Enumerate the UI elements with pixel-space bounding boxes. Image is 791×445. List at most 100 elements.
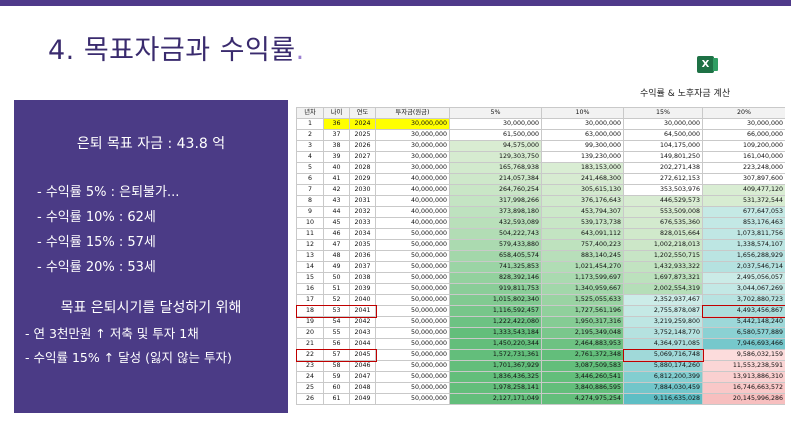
table-cell[interactable]: 305,615,130 [541, 184, 624, 196]
table-cell[interactable]: 40,000,000 [375, 195, 450, 207]
table-cell[interactable]: 7 [296, 184, 324, 196]
table-cell[interactable]: 50,000,000 [375, 239, 450, 251]
table-cell[interactable]: 373,898,180 [449, 206, 542, 218]
table-cell[interactable]: 30,000,000 [541, 118, 624, 130]
table-cell[interactable]: 37 [323, 129, 350, 141]
table-cell[interactable]: 13,913,886,310 [702, 371, 785, 383]
table-cell[interactable]: 2028 [349, 162, 376, 174]
table-cell[interactable]: 828,392,146 [449, 272, 542, 284]
table-cell[interactable]: 2043 [349, 327, 376, 339]
table-row[interactable]: 3 38 2026 30,000,000 94,575,000 99,300,000 104… [296, 140, 785, 152]
table-cell[interactable]: 30,000,000 [375, 118, 450, 130]
table-row[interactable]: 23 58 2046 50,000,000 1,701,367,929 3,087,509… [296, 360, 785, 372]
table-cell[interactable]: 50,000,000 [375, 327, 450, 339]
table-cell[interactable]: 1,572,731,361 [449, 349, 542, 361]
table-cell[interactable]: 40,000,000 [375, 206, 450, 218]
table-cell[interactable]: 1,173,599,697 [541, 272, 624, 284]
table-cell[interactable]: 21 [296, 338, 324, 350]
table-cell[interactable]: 2,495,056,057 [702, 272, 785, 284]
table-cell[interactable]: 504,222,743 [449, 228, 542, 240]
table-cell[interactable]: 53 [323, 305, 350, 317]
table-cell[interactable]: 36 [323, 118, 350, 130]
column-header[interactable]: 투자금(원금) [375, 107, 450, 119]
table-cell[interactable]: 61,500,000 [449, 129, 542, 141]
table-cell[interactable]: 49 [323, 261, 350, 273]
table-cell[interactable]: 5,069,716,748 [623, 349, 703, 361]
table-row[interactable]: 25 60 2048 50,000,000 1,978,258,141 3,840,886… [296, 382, 785, 394]
table-cell[interactable]: 40,000,000 [375, 217, 450, 229]
table-cell[interactable]: 579,433,880 [449, 239, 542, 251]
table-cell[interactable]: 1,202,550,715 [623, 250, 703, 262]
table-cell[interactable]: 20,145,996,286 [702, 393, 785, 405]
table-cell[interactable]: 57 [323, 349, 350, 361]
table-cell[interactable]: 853,176,463 [702, 217, 785, 229]
table-cell[interactable]: 50,000,000 [375, 338, 450, 350]
table-cell[interactable]: 1,021,454,270 [541, 261, 624, 273]
table-row[interactable]: 15 50 2038 50,000,000 828,392,146 1,173,599,6… [296, 272, 785, 284]
table-cell[interactable]: 2039 [349, 283, 376, 295]
table-cell[interactable]: 15 [296, 272, 324, 284]
table-cell[interactable]: 376,176,643 [541, 195, 624, 207]
table-cell[interactable]: 2,037,546,714 [702, 261, 785, 273]
table-cell[interactable]: 40,000,000 [375, 184, 450, 196]
table-cell[interactable]: 2038 [349, 272, 376, 284]
table-row[interactable]: 18 53 2041 50,000,000 1,116,592,457 1,727,561… [296, 305, 785, 317]
table-cell[interactable]: 50,000,000 [375, 371, 450, 383]
table-cell[interactable]: 50,000,000 [375, 294, 450, 306]
table-row[interactable]: 21 56 2044 50,000,000 1,450,220,344 2,464,883… [296, 338, 785, 350]
table-cell[interactable]: 1,432,933,322 [623, 261, 703, 273]
table-cell[interactable]: 2036 [349, 250, 376, 262]
table-cell[interactable]: 17 [296, 294, 324, 306]
table-row[interactable]: 2 37 2025 30,000,000 61,500,000 63,000,000 64,… [296, 129, 785, 141]
table-cell[interactable]: 9 [296, 206, 324, 218]
column-header[interactable]: 연도 [349, 107, 376, 119]
table-cell[interactable]: 1,701,367,929 [449, 360, 542, 372]
table-row[interactable]: 6 41 2029 40,000,000 214,057,384 241,468,300 2… [296, 173, 785, 185]
table-cell[interactable]: 58 [323, 360, 350, 372]
table-cell[interactable]: 2041 [349, 305, 376, 317]
table-cell[interactable]: 1 [296, 118, 324, 130]
column-header[interactable]: 5% [449, 107, 542, 119]
table-cell[interactable]: 8 [296, 195, 324, 207]
table-cell[interactable]: 2,761,372,348 [541, 349, 624, 361]
table-cell[interactable]: 41 [323, 173, 350, 185]
table-cell[interactable]: 30,000,000 [375, 140, 450, 152]
table-cell[interactable]: 55 [323, 327, 350, 339]
table-row[interactable]: 26 61 2049 50,000,000 2,127,171,049 4,274,975… [296, 393, 785, 405]
table-cell[interactable]: 5 [296, 162, 324, 174]
table-cell[interactable]: 22 [296, 349, 324, 361]
table-cell[interactable]: 61 [323, 393, 350, 405]
table-cell[interactable]: 1,697,873,321 [623, 272, 703, 284]
table-cell[interactable]: 919,811,753 [449, 283, 542, 295]
table-cell[interactable]: 2024 [349, 118, 376, 130]
column-header[interactable]: 년차 [296, 107, 324, 119]
excel-icon[interactable]: X [697, 56, 718, 73]
table-cell[interactable]: 20 [296, 327, 324, 339]
table-cell[interactable]: 50 [323, 272, 350, 284]
table-cell[interactable]: 47 [323, 239, 350, 251]
table-cell[interactable]: 139,230,000 [541, 151, 624, 163]
table-cell[interactable]: 9,116,635,028 [623, 393, 703, 405]
table-cell[interactable]: 202,271,438 [623, 162, 703, 174]
table-row[interactable]: 5 40 2028 30,000,000 165,768,938 183,153,000 2… [296, 162, 785, 174]
table-cell[interactable]: 2048 [349, 382, 376, 394]
table-cell[interactable]: 50,000,000 [375, 349, 450, 361]
table-cell[interactable]: 1,333,543,184 [449, 327, 542, 339]
table-cell[interactable]: 1,338,574,107 [702, 239, 785, 251]
table-row[interactable]: 22 57 2045 50,000,000 1,572,731,361 2,761,372… [296, 349, 785, 361]
table-cell[interactable]: 4 [296, 151, 324, 163]
table-cell[interactable]: 2,352,937,467 [623, 294, 703, 306]
table-cell[interactable]: 2,002,554,319 [623, 283, 703, 295]
table-cell[interactable]: 272,612,153 [623, 173, 703, 185]
column-header[interactable]: 20% [702, 107, 785, 119]
table-row[interactable]: 19 54 2042 50,000,000 1,222,422,080 1,950,317… [296, 316, 785, 328]
table-cell[interactable]: 531,372,544 [702, 195, 785, 207]
table-cell[interactable]: 3,840,886,595 [541, 382, 624, 394]
table-cell[interactable]: 50,000,000 [375, 283, 450, 295]
table-cell[interactable]: 453,794,307 [541, 206, 624, 218]
table-cell[interactable]: 3,087,509,583 [541, 360, 624, 372]
table-cell[interactable]: 26 [296, 393, 324, 405]
table-cell[interactable]: 432,593,089 [449, 217, 542, 229]
table-cell[interactable]: 241,468,300 [541, 173, 624, 185]
table-cell[interactable]: 2040 [349, 294, 376, 306]
